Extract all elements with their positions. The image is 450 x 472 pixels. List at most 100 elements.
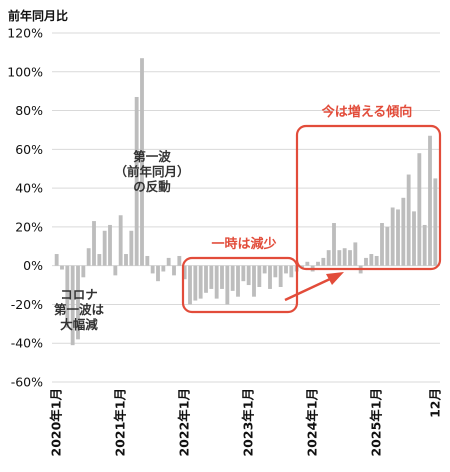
bar	[70, 265, 75, 346]
bar	[97, 254, 102, 266]
bar	[198, 265, 203, 299]
bar	[129, 230, 134, 266]
bar	[225, 265, 230, 305]
bar	[337, 250, 342, 266]
bar	[406, 174, 411, 266]
bar	[321, 257, 326, 266]
x-tick-label: 2024年1月	[305, 388, 320, 457]
y-tick-label: 100%	[7, 64, 43, 79]
rebound-annotation-line2: （前年同月）	[114, 164, 189, 179]
bar	[140, 58, 144, 266]
trend-arrow-head-icon	[326, 272, 344, 285]
bar	[214, 265, 219, 299]
covid-annotation-line1: コロナ	[60, 287, 98, 302]
bar	[316, 261, 320, 266]
bar	[396, 209, 400, 266]
y-tick-label: -20%	[11, 297, 43, 312]
bar	[374, 255, 379, 266]
gridlines	[52, 32, 440, 383]
bar	[273, 265, 278, 278]
bar	[332, 223, 336, 266]
y-tick-label: -60%	[11, 375, 43, 390]
bar	[412, 211, 416, 266]
bar	[166, 257, 171, 266]
bar	[124, 254, 128, 266]
temporary-decrease-box	[181, 256, 299, 314]
x-tick-label: 2020年1月	[49, 388, 64, 457]
bar	[262, 265, 267, 274]
bar	[230, 265, 235, 291]
x-tick-label: 12月	[427, 388, 442, 418]
y-tick-label: -40%	[11, 336, 43, 351]
bar	[364, 257, 368, 266]
bar	[422, 224, 427, 266]
y-tick-label: 80%	[15, 103, 43, 118]
bar	[278, 265, 283, 287]
bar	[241, 265, 246, 282]
bar	[300, 265, 304, 268]
bar	[257, 265, 262, 287]
bar	[65, 265, 70, 328]
bar	[134, 96, 139, 266]
bar	[182, 265, 187, 280]
bar	[369, 254, 374, 266]
bar	[118, 215, 123, 266]
bar	[193, 265, 198, 301]
bar	[60, 265, 64, 270]
bar	[268, 265, 272, 289]
rebound-annotation-line1: 第一波	[133, 149, 171, 164]
bar	[108, 224, 112, 266]
bar	[172, 265, 176, 276]
bar	[252, 265, 256, 297]
rebound-annotation-line3: の反動	[133, 179, 171, 194]
x-tick-label: 2021年1月	[113, 388, 128, 457]
bar	[161, 265, 166, 272]
increasing-trend-label: 今は増える傾向	[321, 104, 413, 120]
bar	[380, 223, 384, 266]
y-tick-label: 40%	[15, 181, 43, 196]
x-tick-label: 2025年1月	[369, 388, 384, 457]
bar	[284, 265, 288, 274]
bar	[156, 265, 160, 282]
y-axis-title: 前年同月比	[8, 8, 68, 23]
bar	[353, 242, 358, 266]
bar	[326, 250, 331, 266]
bar	[92, 221, 96, 266]
bar	[428, 135, 432, 266]
bar	[188, 265, 192, 305]
y-tick-label: 60%	[15, 142, 43, 157]
bar	[390, 207, 395, 266]
bar	[289, 265, 294, 278]
y-tick-label: 0%	[23, 258, 43, 273]
bar	[401, 197, 406, 266]
temporary-decrease-label: 一時は減少	[211, 236, 276, 252]
bar	[385, 226, 390, 266]
x-axis-ticks: 2020年1月 2021年1月 2022年1月 2023年1月 2024年1月 2025年…	[49, 388, 443, 457]
bar	[236, 265, 240, 297]
bar-series	[54, 58, 438, 346]
x-tick-label: 2022年1月	[177, 388, 192, 457]
bar	[150, 265, 155, 274]
bar	[342, 248, 347, 266]
bar	[177, 255, 182, 266]
covid-annotation-line2: 第一波は	[54, 302, 105, 317]
bar	[102, 230, 107, 266]
bar	[86, 248, 91, 266]
y-axis-ticks: 120% 100% 80% 60% 40% 20% 0% -20% -40% -60%	[7, 26, 43, 390]
y-tick-label: 120%	[7, 26, 43, 41]
bar	[348, 250, 352, 266]
bar	[76, 265, 80, 340]
bar	[145, 255, 150, 266]
bar	[54, 254, 59, 266]
bar	[209, 265, 214, 289]
bar	[81, 265, 86, 278]
x-tick-label: 2023年1月	[241, 388, 256, 457]
trend-arrow-line	[284, 277, 331, 302]
bar	[204, 265, 208, 293]
increasing-trend-box	[295, 124, 442, 271]
bar	[433, 178, 438, 266]
y-tick-label: 20%	[15, 219, 43, 234]
bar	[417, 153, 422, 266]
bar	[305, 261, 310, 266]
